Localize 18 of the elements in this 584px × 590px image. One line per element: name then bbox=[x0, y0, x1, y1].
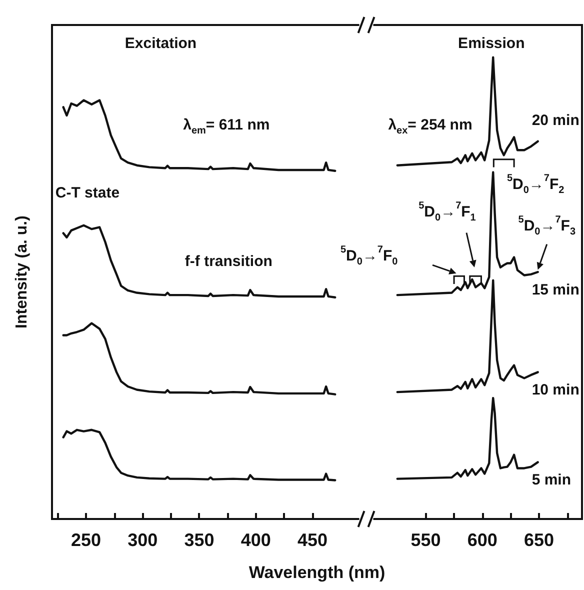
series-label: 5 min bbox=[532, 472, 572, 489]
x-tick-label: 250 bbox=[70, 530, 101, 550]
text: Excitation bbox=[124, 34, 197, 52]
x-tick-label: 450 bbox=[297, 530, 328, 550]
y-axis-title: Intensity (a. u.) bbox=[14, 216, 30, 328]
x-tick-label: 350 bbox=[184, 530, 214, 550]
annotation: C-T state bbox=[55, 184, 120, 202]
x-tick-label: 650 bbox=[524, 530, 554, 550]
x-tick-label: 400 bbox=[240, 530, 271, 550]
x-tick-label: 300 bbox=[128, 530, 158, 550]
x-axis-title: Wavelength (nm) bbox=[248, 563, 386, 582]
x-tick-label: 550 bbox=[410, 530, 441, 550]
legend-label: 15 min bbox=[532, 282, 580, 298]
series-label: 10 min bbox=[532, 382, 580, 399]
x-tick-label: 600 bbox=[467, 530, 498, 550]
text: Emission bbox=[458, 34, 525, 52]
annotation: f-f transition bbox=[184, 252, 272, 270]
series-label: 20 min bbox=[532, 112, 580, 129]
